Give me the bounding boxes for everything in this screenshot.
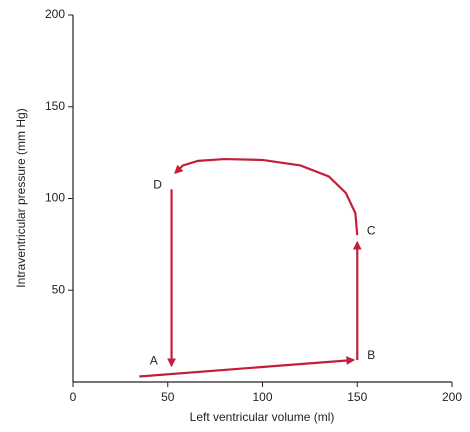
point-label: C (367, 223, 376, 237)
point-label: D (153, 177, 162, 191)
y-tick-label: 50 (52, 282, 66, 296)
point-label: B (367, 348, 375, 362)
y-tick-label: 150 (45, 99, 65, 113)
y-tick-label: 200 (45, 7, 65, 21)
x-tick-label: 50 (161, 390, 175, 404)
x-tick-label: 200 (442, 390, 462, 404)
x-tick-label: 100 (252, 390, 272, 404)
y-axis-label: Intraventricular pressure (mm Hg) (14, 108, 28, 287)
x-axis-label: Left ventricular volume (ml) (190, 410, 335, 424)
loop-segment (139, 356, 356, 378)
point-label: A (150, 354, 158, 368)
x-tick-label: 150 (347, 390, 367, 404)
x-tick-label: 0 (70, 390, 77, 404)
loop-segment (174, 157, 359, 236)
y-tick-label: 100 (45, 191, 65, 205)
